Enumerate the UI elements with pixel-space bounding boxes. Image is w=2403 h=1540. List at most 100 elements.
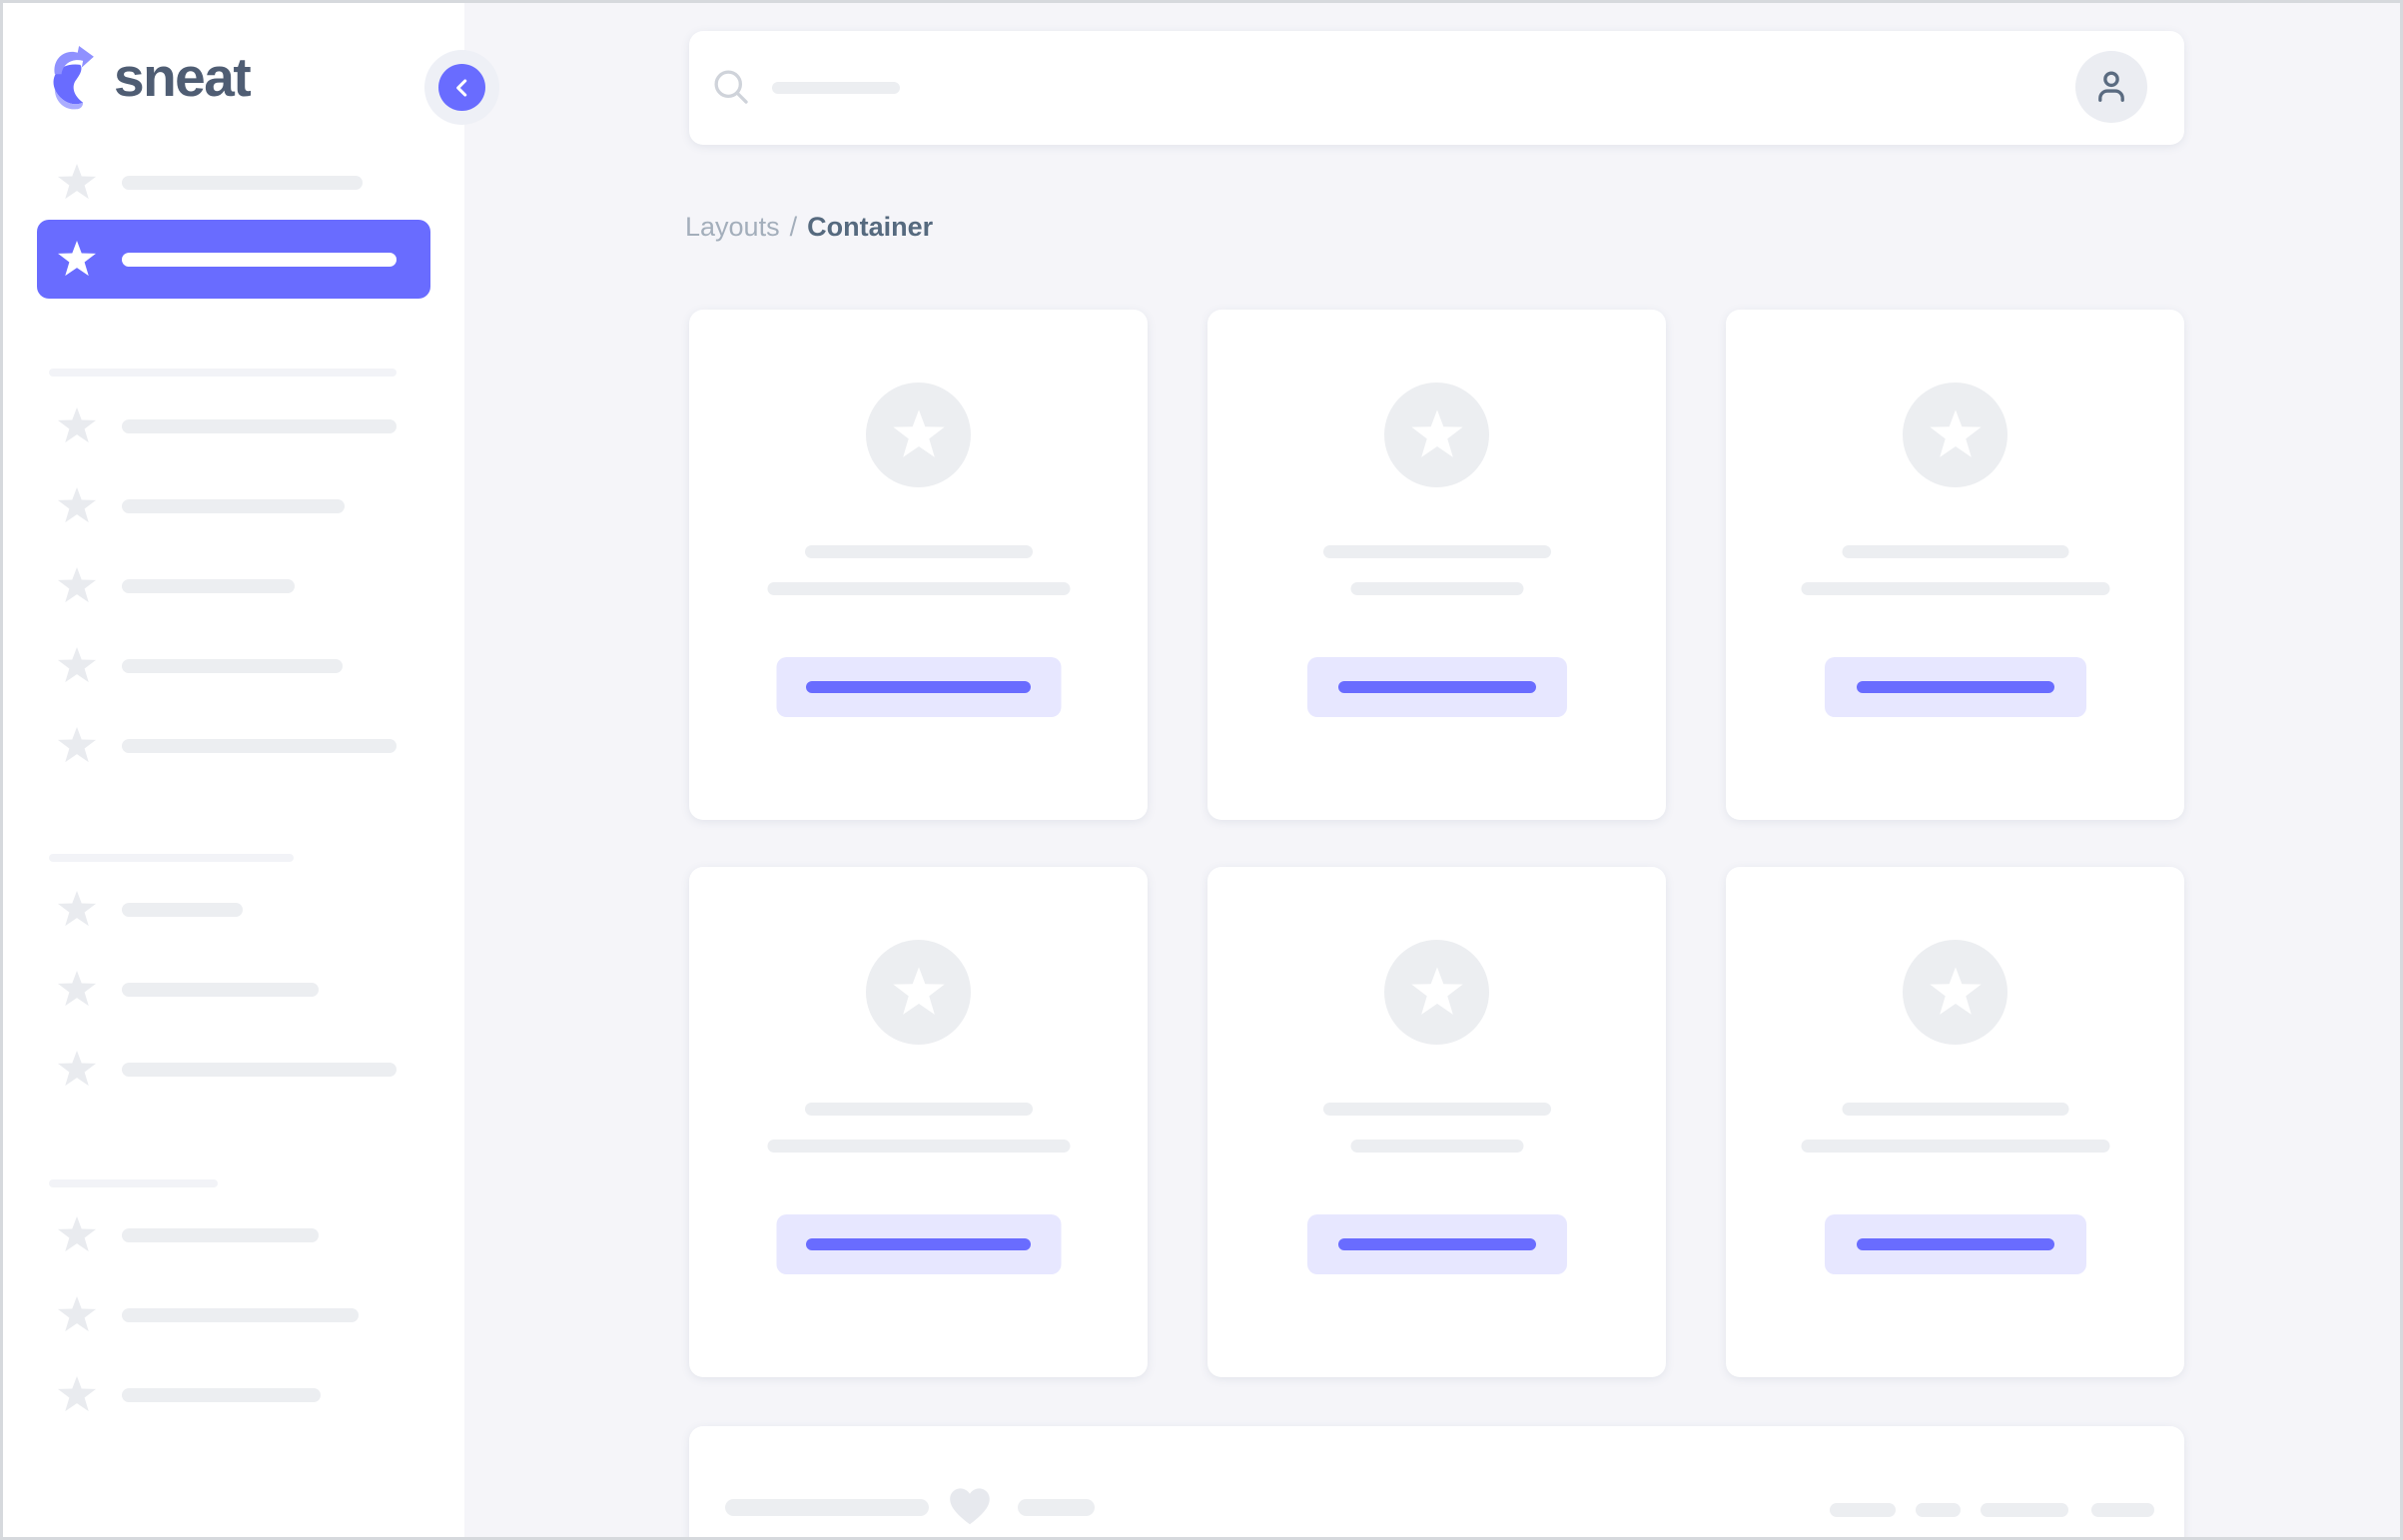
- pagination-dash-skeleton: [1916, 1503, 1961, 1517]
- menu-label-skeleton: [122, 419, 397, 433]
- star-icon: [57, 566, 97, 606]
- placeholder-card: [689, 867, 1148, 1377]
- heart-icon: [945, 1480, 995, 1530]
- menu-label-skeleton: [122, 1388, 321, 1402]
- placeholder-card: [1726, 867, 2184, 1377]
- button-label-skeleton: [1337, 1238, 1536, 1250]
- button-label-skeleton: [806, 1238, 1031, 1250]
- menu-label-skeleton: [122, 903, 243, 917]
- button-label-skeleton: [1856, 1238, 2054, 1250]
- placeholder-card: [1207, 310, 1666, 820]
- menu-label-skeleton: [122, 1228, 319, 1242]
- star-icon: [57, 486, 97, 526]
- star-icon: [57, 1050, 97, 1090]
- text-skeleton: [804, 545, 1033, 558]
- card-action-button[interactable]: [1306, 657, 1567, 717]
- star-icon: [57, 163, 97, 203]
- avatar-star-placeholder: [866, 383, 971, 487]
- star-icon: [57, 726, 97, 766]
- placeholder-card: [1726, 310, 2184, 820]
- text-skeleton: [1322, 1103, 1551, 1116]
- button-label-skeleton: [1337, 681, 1536, 693]
- sidebar-item-skeleton[interactable]: [0, 970, 464, 1010]
- top-navbar: [689, 31, 2184, 145]
- sidebar-item-skeleton[interactable]: [0, 1375, 464, 1415]
- sidebar-item-skeleton[interactable]: [0, 646, 464, 686]
- sidebar: sneat: [0, 0, 464, 1540]
- sidebar-item-skeleton[interactable]: [0, 1295, 464, 1335]
- menu-label-skeleton: [122, 499, 345, 513]
- avatar-star-placeholder: [1384, 940, 1489, 1045]
- star-icon: [57, 240, 97, 280]
- avatar-star-placeholder: [1903, 383, 2007, 487]
- search-icon: [714, 70, 748, 104]
- star-icon: [57, 970, 97, 1010]
- breadcrumb-current: Container: [807, 212, 934, 242]
- placeholder-card: [1207, 867, 1666, 1377]
- text-skeleton: [1350, 582, 1523, 595]
- sneat-logo-icon: [53, 46, 94, 110]
- avatar-star-placeholder: [1903, 940, 2007, 1045]
- card-action-button[interactable]: [1306, 1214, 1567, 1274]
- sidebar-item-skeleton[interactable]: [0, 163, 464, 203]
- user-icon: [2098, 71, 2124, 102]
- user-menu-button[interactable]: [2075, 51, 2147, 123]
- sidebar-item-skeleton[interactable]: [0, 1215, 464, 1255]
- card-action-button[interactable]: [1824, 1214, 2086, 1274]
- text-skeleton: [804, 1103, 1033, 1116]
- card-action-button[interactable]: [1824, 657, 2086, 717]
- menu-label-skeleton: [122, 739, 397, 753]
- sidebar-item-skeleton[interactable]: [0, 486, 464, 526]
- menu-section-label-skeleton: [49, 1179, 218, 1187]
- text-skeleton: [1801, 1140, 2109, 1153]
- text-skeleton: [1322, 545, 1551, 558]
- chevron-left-icon: [455, 78, 466, 97]
- search-placeholder-skeleton: [772, 82, 900, 94]
- card-action-button[interactable]: [776, 657, 1061, 717]
- pagination-dash-skeleton: [1830, 1503, 1896, 1517]
- card-action-button[interactable]: [776, 1214, 1061, 1274]
- star-icon: [57, 406, 97, 446]
- bottom-list-card: [689, 1426, 2184, 1540]
- text-skeleton: [767, 582, 1070, 595]
- sidebar-item-skeleton[interactable]: [0, 890, 464, 930]
- menu-label-skeleton: [122, 659, 343, 673]
- menu-label-skeleton: [122, 176, 363, 190]
- menu-label-skeleton: [122, 253, 397, 267]
- menu-section-label-skeleton: [49, 369, 397, 377]
- breadcrumb-separator: /: [789, 212, 798, 242]
- menu-section-label-skeleton: [49, 854, 294, 862]
- text-skeleton: [767, 1140, 1070, 1153]
- sidebar-item-active[interactable]: [37, 220, 430, 299]
- text-skeleton: [1018, 1499, 1095, 1516]
- sidebar-item-skeleton[interactable]: [0, 726, 464, 766]
- sidebar-item-skeleton[interactable]: [0, 1050, 464, 1090]
- brand[interactable]: sneat: [44, 42, 252, 112]
- sidebar-item-skeleton[interactable]: [0, 406, 464, 446]
- menu-label-skeleton: [122, 1308, 359, 1322]
- text-skeleton: [1842, 545, 2068, 558]
- star-icon: [57, 1295, 97, 1335]
- text-skeleton: [725, 1499, 929, 1516]
- pagination-dash-skeleton: [2091, 1503, 2154, 1517]
- avatar-star-placeholder: [866, 940, 971, 1045]
- app-title: sneat: [114, 46, 252, 108]
- menu-label-skeleton: [122, 579, 295, 593]
- sidebar-collapse-button[interactable]: [438, 64, 485, 111]
- star-icon: [57, 890, 97, 930]
- pagination-dash-skeleton: [1981, 1503, 2068, 1517]
- star-icon: [57, 646, 97, 686]
- sidebar-toggle-halo: [424, 50, 499, 125]
- text-skeleton: [1801, 582, 2109, 595]
- button-label-skeleton: [1856, 681, 2054, 693]
- breadcrumb-link-layouts[interactable]: Layouts: [685, 212, 780, 242]
- star-icon: [57, 1215, 97, 1255]
- menu-label-skeleton: [122, 983, 319, 997]
- menu-label-skeleton: [122, 1063, 397, 1077]
- sidebar-item-skeleton[interactable]: [0, 566, 464, 606]
- placeholder-card: [689, 310, 1148, 820]
- breadcrumb: Layouts / Container: [685, 212, 933, 243]
- star-icon: [57, 1375, 97, 1415]
- avatar-star-placeholder: [1384, 383, 1489, 487]
